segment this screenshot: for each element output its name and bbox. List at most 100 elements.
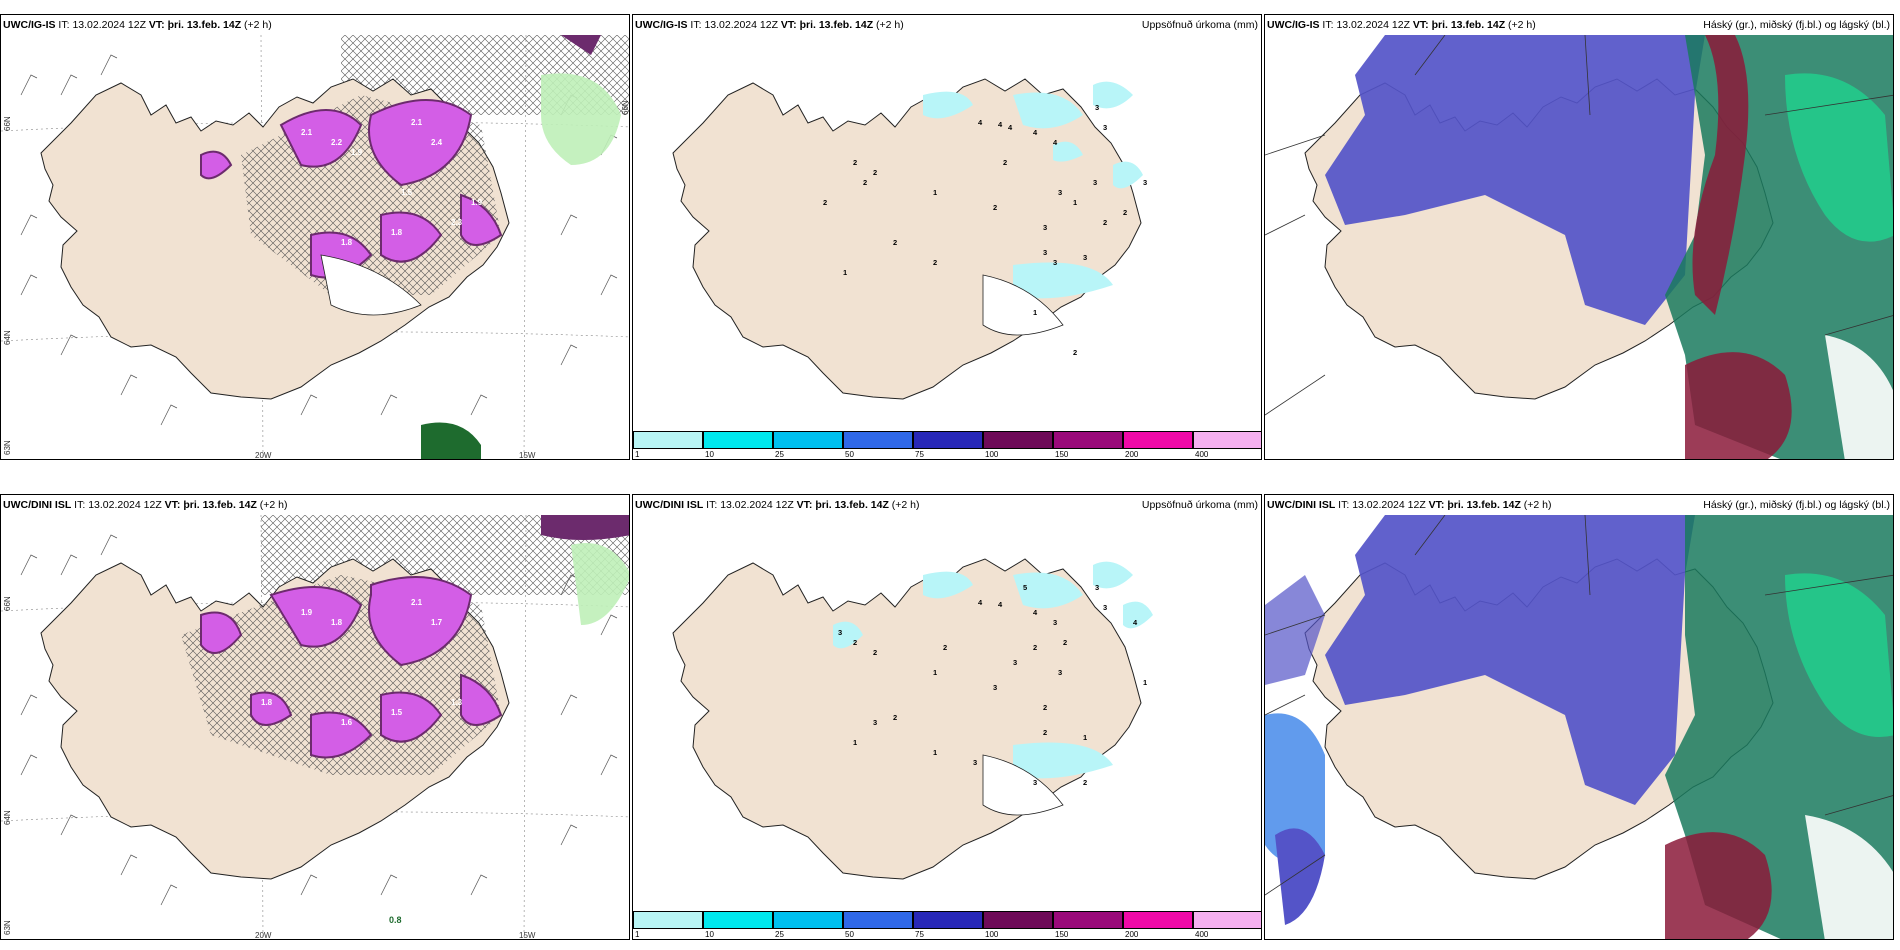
precip-label: 2 [853,158,857,167]
colorbar-tick-label: 200 [1125,930,1139,939]
precip-label: 3 [1013,658,1017,667]
precip-label: 3 [1058,188,1062,197]
colorbar-tick-label: 25 [775,930,784,939]
model-name: UWC/DINI ISL [1267,499,1336,511]
cloud-title: Háský (gr.), miðský (fj.bl.) og lágský (… [1703,19,1890,31]
precip-title: Uppsöfnuð úrkoma (mm) [1141,19,1258,31]
precip-label: 4 [1053,138,1058,147]
precip-label: 3 [1053,258,1057,267]
lat-label: 66N [3,116,12,131]
precip-label: 2 [1003,158,1007,167]
panel-header: UWC/IG-IS IT: 13.02.2024 12Z VT: þri. 13… [1267,19,1536,31]
colorbar-tick-label: 50 [845,450,854,459]
lat-label: 64N [3,810,12,825]
snow-label: 1.6 [341,718,353,727]
panel-header: UWC/DINI ISL IT: 13.02.2024 12Z VT: þri.… [635,499,920,511]
precip-label: 3 [1058,668,1062,677]
vt-label: VT: [164,499,181,511]
lead-time: (+2 h) [259,499,288,511]
precip-title: Uppsöfnuð úrkoma (mm) [1141,499,1258,511]
snow-label: 2.4 [431,138,443,147]
colorbar-tick-label: 400 [1195,930,1209,939]
colorbar-tick-label: 75 [915,450,924,459]
precip-label: 2 [873,648,877,657]
precip-label: 1 [933,668,937,677]
snow-label: 1.8 [331,618,343,627]
snow-label: 2.1 [301,128,313,137]
colorbar-tick-label: 50 [845,930,854,939]
panel-header: UWC/IG-IS IT: 13.02.2024 12Z VT: þri. 13… [3,19,272,31]
colorbar-tick-label: 400 [1195,450,1209,459]
colorbar-tick-label: 1 [635,930,640,939]
precip-label: 2 [853,638,857,647]
precip-label: 2 [1033,643,1037,652]
lead-time: (+2 h) [891,499,920,511]
colorbar-segment [1193,911,1261,929]
lat-label: 66N [621,100,630,115]
colorbar-segment [913,911,983,929]
colorbar-segment [633,431,703,449]
cloud-panel-top: UWC/IG-IS IT: 13.02.2024 12Z VT: þri. 13… [1264,14,1894,460]
snow-label: 2.2 [331,138,343,147]
precip-colorbar: 1 10 25 50 75 100 150 200 400 [633,911,1261,939]
vt-value: þri. 13.feb. 14Z [815,499,889,511]
colorbar-tick-label: 10 [705,450,714,459]
precip-label: 1 [1033,308,1037,317]
precip-label: 1 [1143,678,1147,687]
precip-label: 4 [1133,618,1138,627]
model-name: UWC/IG-IS [3,19,56,31]
it-value: 13.02.2024 12Z [720,499,794,511]
it-value: 13.02.2024 12Z [88,499,162,511]
it-label: IT: [706,499,718,511]
model-name: UWC/IG-IS [1267,19,1320,31]
vt-value: þri. 13.feb. 14Z [167,19,242,31]
precip-colorbar: 1 10 25 50 75 100 150 200 400 [633,431,1261,459]
snow-label: 1.8 [341,238,353,247]
precip-label: 3 [1083,253,1087,262]
precip-label: 1 [1073,198,1077,207]
colorbar-segment [773,911,843,929]
precip-label: 3 [1103,603,1107,612]
panel-header: UWC/DINI ISL IT: 13.02.2024 12Z VT: þri.… [3,499,288,511]
precip-panel-top: UWC/IG-IS IT: 13.02.2024 12Z VT: þri. 13… [632,14,1262,460]
precip-label: 4 [1033,128,1038,137]
snow-label: 1.9 [301,608,313,617]
colorbar-tick-label: 150 [1055,450,1069,459]
snow-label: 1.8 [261,698,273,707]
precip-label: 5 [1023,583,1027,592]
lead-time: (+2 h) [1508,19,1536,31]
cloud-panel-bottom: UWC/DINI ISL IT: 13.02.2024 12Z VT: þri.… [1264,494,1894,940]
precip-label: 2 [863,178,867,187]
precip-label: 2 [1083,778,1087,787]
model-name: UWC/DINI ISL [3,499,72,511]
precip-label: 2 [873,168,877,177]
precip-label: 4 [998,120,1003,129]
colorbar-tick-label: 150 [1055,930,1069,939]
precip-label: 3 [873,718,877,727]
colorbar-tick-label: 75 [915,930,924,939]
precip-label: 4 [978,118,983,127]
precip-label: 1 [1083,733,1087,742]
it-label: IT: [690,19,702,31]
model-name: UWC/IG-IS [635,19,688,31]
vt-value: þri. 13.feb. 14Z [1431,19,1506,31]
precip-label: 2 [893,238,897,247]
precip-label: 3 [1053,618,1057,627]
snow-panel-bottom: UWC/DINI ISL IT: 13.02.2024 12Z VT: þri.… [0,494,630,940]
precip-label: 2 [1043,728,1047,737]
model-name: UWC/DINI ISL [635,499,704,511]
vt-value: þri. 13.feb. 14Z [1447,499,1521,511]
colorbar-tick-label: 100 [985,450,999,459]
precip-label: 2 [1073,348,1077,357]
lat-label: 63N [3,440,12,455]
precip-label: 4 [998,600,1003,609]
lon-label: 20W [255,451,272,460]
precip-label: 4 [978,598,983,607]
precip-label: 2 [1063,638,1067,647]
snow-map: 2.1 2.2 1.9 2.1 2.4 1.8 1.8 2.3 1.5 1.9 [1,35,629,459]
colorbar-segment [843,911,913,929]
lon-label: 15W [519,451,536,460]
it-label: IT: [1322,19,1334,31]
colorbar-tick-label: 200 [1125,450,1139,459]
colorbar-segment [1123,911,1193,929]
